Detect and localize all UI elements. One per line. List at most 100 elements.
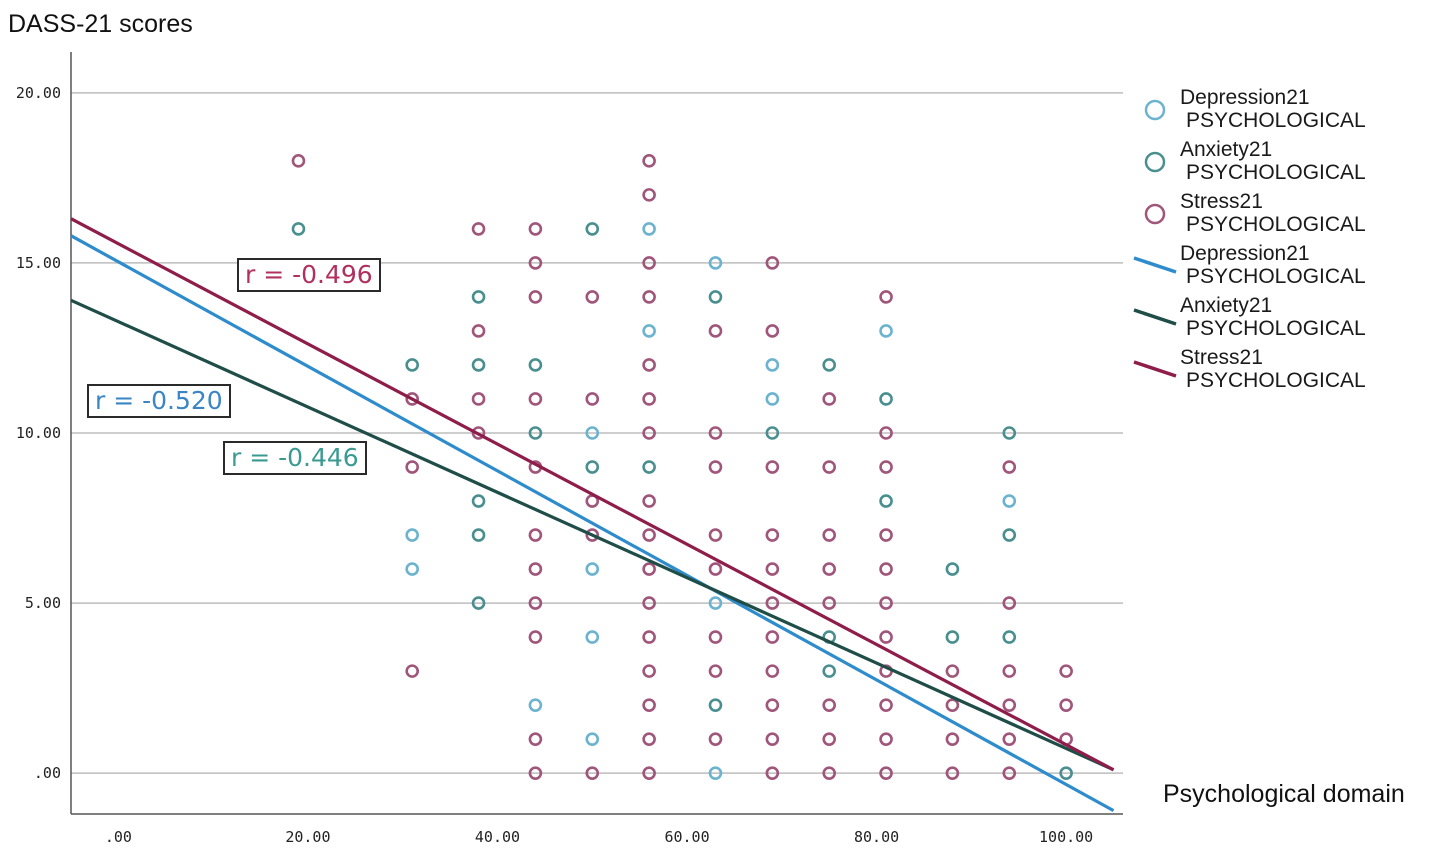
fit-lines [70,217,1115,812]
x-axis-title: Psychological domain [1163,780,1405,808]
legend-item-anxiety-line: Anxiety21 PSYCHOLOGICAL [1130,294,1448,346]
data-point [471,494,486,508]
data-point [642,766,656,780]
y-tick-label: 10.00 [16,424,61,442]
data-point [765,664,780,678]
data-point [528,426,543,440]
data-point [528,528,543,542]
data-point [528,630,543,644]
legend-item-depression-points: Depression21 PSYCHOLOGICAL [1130,86,1448,138]
data-point [879,732,893,746]
legend-label: Depression21 [1180,242,1310,265]
data-point [528,222,543,236]
data-point [879,596,893,610]
data-point [945,664,960,678]
data-point [708,460,723,474]
data-point [1002,460,1017,474]
data-point [765,630,780,644]
data-point [528,392,543,406]
data-point [642,256,656,270]
legend-sublabel: PSYCHOLOGICAL [1186,369,1366,392]
x-tick-label: 60.00 [664,828,709,846]
data-point [765,426,780,440]
data-point [708,256,723,270]
data-point [642,528,656,542]
data-point [879,494,893,508]
data-point [879,698,893,712]
data-point [585,222,600,236]
legend-label: Anxiety21 [1180,294,1273,317]
data-point [585,732,600,746]
data-point [1002,732,1017,746]
data-point [528,358,543,372]
data-point [642,460,656,474]
anxiety-r-annotation: r = -0.446 [223,441,367,475]
data-point [642,596,656,610]
data-point [879,766,893,780]
data-point [585,392,600,406]
circle-marker-icon [1144,151,1166,173]
data-point [1002,766,1017,780]
legend-sublabel: PSYCHOLOGICAL [1186,109,1366,132]
data-point [642,222,656,236]
data-point [471,222,486,236]
data-point [765,460,780,474]
y-tick-label: .00 [34,764,61,782]
data-point [765,698,780,712]
data-point [405,562,419,576]
data-point [291,154,306,168]
legend-sublabel: PSYCHOLOGICAL [1186,317,1366,340]
y-axis-title: DASS-21 scores [8,10,193,38]
data-point [1002,664,1017,678]
data-point [822,596,836,610]
data-point [945,630,960,644]
data-point [1002,630,1017,644]
data-point [585,460,600,474]
data-point [585,562,600,576]
data-point [642,392,656,406]
y-tick-label: 20.00 [16,84,61,102]
legend-item-stress-line: Stress21 PSYCHOLOGICAL [1130,346,1448,398]
data-point [945,562,960,576]
data-point [528,698,543,712]
regression-line [70,217,1115,772]
data-point [642,562,656,576]
data-point [642,732,656,746]
data-point [822,358,836,372]
legend-item-depression-line: Depression21 PSYCHOLOGICAL [1130,242,1448,294]
data-point [471,358,486,372]
data-point [822,732,836,746]
circle-marker-icon [1144,99,1166,121]
data-point [642,664,656,678]
data-point [405,460,419,474]
data-point [585,426,600,440]
line-swatch-icon [1133,308,1177,326]
data-point [708,324,723,338]
data-point [585,290,600,304]
stress-r-annotation: r = -0.496 [237,258,381,292]
data-point [879,426,893,440]
data-point [708,290,723,304]
data-point [405,528,419,542]
data-point [528,256,543,270]
data-point [765,528,780,542]
data-point [405,664,419,678]
data-point [945,698,960,712]
data-points [291,154,1073,780]
data-point [642,426,656,440]
data-point [642,154,656,168]
regression-line [70,298,1115,772]
data-point [945,732,960,746]
y-tick-label: 5.00 [25,594,61,612]
legend-label: Stress21 [1180,190,1263,213]
data-point [879,528,893,542]
data-point [642,698,656,712]
data-point [708,596,723,610]
data-point [528,732,543,746]
data-point [405,392,419,406]
data-point [528,562,543,576]
data-point [765,392,780,406]
data-point [822,698,836,712]
data-point [879,562,893,576]
